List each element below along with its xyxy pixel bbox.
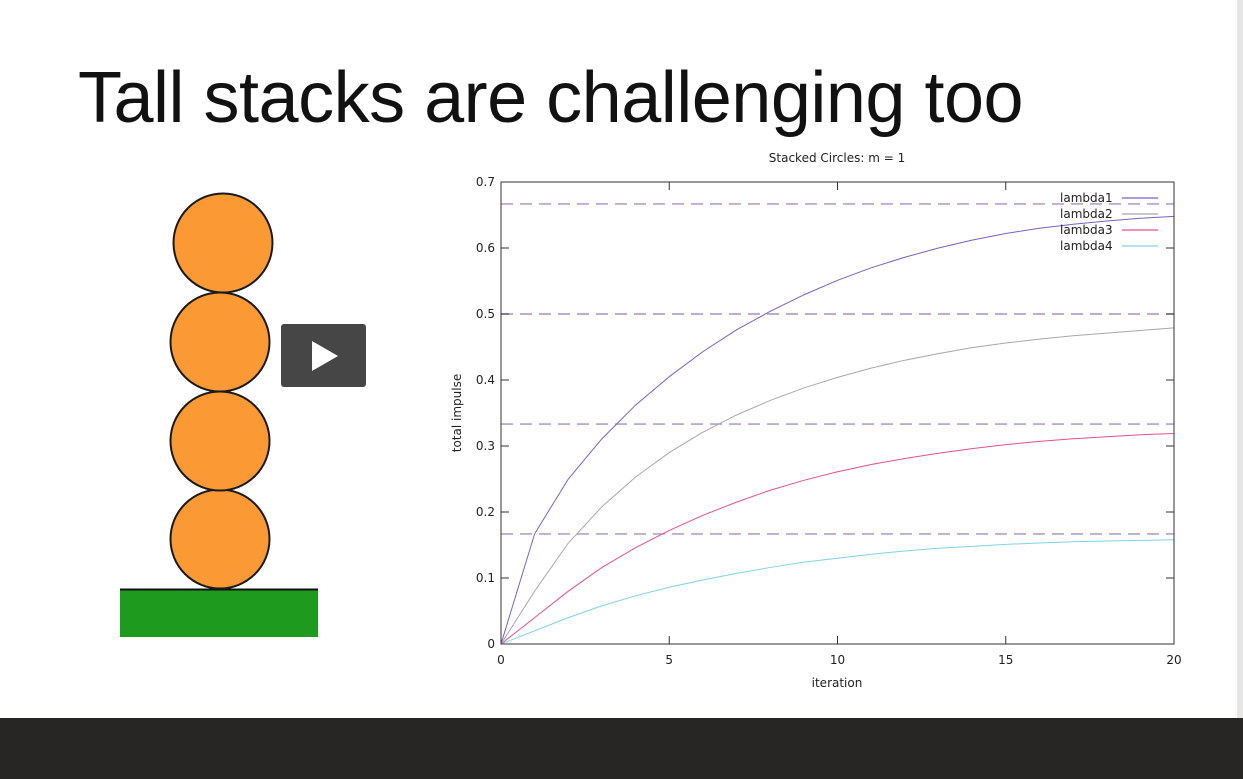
series-line-lambda4 — [500, 539, 1175, 645]
y-tick-label: 0.2 — [476, 505, 495, 519]
x-tick-label: 0 — [497, 653, 505, 667]
impulse-chart-svg: 0 5 10 15 20 0 0.1 0.2 0.3 0.4 0.5 0.6 0.7 lambda1 la… — [450, 151, 1182, 690]
y-tick-label: 0.4 — [476, 373, 495, 387]
chart-title: Stacked Circles: m = 1 — [769, 151, 905, 165]
stack-circle-3 — [169, 390, 271, 492]
legend-label-lambda2: lambda2 — [1060, 207, 1113, 221]
video-player-bar — [0, 718, 1243, 779]
stack-circle-1 — [172, 192, 274, 294]
stack-circle-4 — [169, 488, 271, 590]
y-tick-label: 0.3 — [476, 439, 495, 453]
stacked-circles-illustration — [120, 192, 318, 637]
series-line-lambda1 — [500, 215, 1175, 645]
series-line-lambda3 — [500, 432, 1175, 645]
x-axis-label: iteration — [812, 676, 863, 690]
slide: Tall stacks are challenging too 0 5 10 15 20… — [78, 0, 1243, 718]
x-tick-label: 5 — [665, 653, 673, 667]
x-tick-label: 20 — [1166, 653, 1181, 667]
play-button[interactable] — [281, 324, 366, 387]
ground-block — [120, 589, 318, 637]
slide-title: Tall stacks are challenging too — [78, 58, 1024, 138]
series-line-lambda2 — [500, 327, 1175, 645]
y-tick-label: 0.5 — [476, 307, 495, 321]
slide-right-edge — [1237, 0, 1243, 718]
y-axis-label: total impulse — [450, 374, 464, 452]
legend-label-lambda3: lambda3 — [1060, 223, 1113, 237]
impulse-chart: 0 5 10 15 20 0 0.1 0.2 0.3 0.4 0.5 0.6 0.7 lambda1 la… — [430, 145, 1210, 700]
y-tick-label: 0.7 — [476, 175, 495, 189]
play-icon — [312, 341, 338, 371]
y-tick-label: 0.6 — [476, 241, 495, 255]
y-tick-label: 0.1 — [476, 571, 495, 585]
x-tick-label: 10 — [830, 653, 845, 667]
legend-label-lambda4: lambda4 — [1060, 239, 1113, 253]
y-tick-label: 0 — [487, 637, 495, 651]
x-tick-label: 15 — [998, 653, 1013, 667]
stack-circle-2 — [169, 291, 271, 393]
legend-label-lambda1: lambda1 — [1060, 191, 1113, 205]
